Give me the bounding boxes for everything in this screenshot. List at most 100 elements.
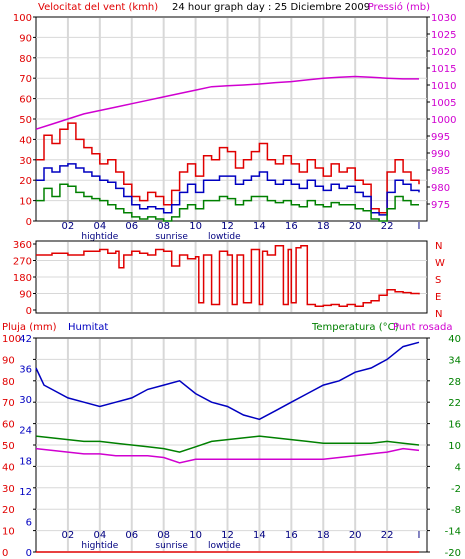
rain-tick-label: 60 bbox=[2, 420, 15, 431]
wind-axis-ticks: 0 10 20 30 40 50 60 70 80 90 100 bbox=[13, 13, 36, 228]
x-tick-label: 22 bbox=[381, 221, 394, 232]
direction-tick-label: 270 bbox=[13, 257, 32, 268]
dewpoint-axis-label: Punt rosada bbox=[393, 322, 452, 333]
compass-label: E bbox=[435, 292, 441, 303]
rain-tick-label: 90 bbox=[2, 355, 15, 366]
x-event-label: lowtide bbox=[208, 232, 241, 242]
humidity-temperature-series bbox=[35, 341, 420, 553]
compass-label: N bbox=[435, 241, 442, 252]
x-tick-label: 10 bbox=[189, 221, 202, 232]
pressure-tick-label: 980 bbox=[431, 183, 450, 194]
direction-tick-label: 90 bbox=[19, 290, 32, 301]
temperature-tick-label: 10 bbox=[448, 441, 461, 452]
wind-tick-label: 50 bbox=[19, 115, 32, 126]
direction-series bbox=[36, 245, 420, 308]
x-tick-label: 08 bbox=[157, 530, 170, 541]
rain-tick-label: 50 bbox=[2, 441, 15, 452]
x-end-mark: I bbox=[418, 221, 421, 232]
compass-label: W bbox=[435, 258, 445, 269]
pressure-tick-label: 1020 bbox=[431, 47, 456, 58]
wind-average-line bbox=[36, 163, 420, 216]
x-event-label: sunrise bbox=[155, 232, 188, 242]
x-tick-label: 16 bbox=[285, 530, 298, 541]
humidity-tick-label: 6 bbox=[26, 517, 32, 528]
temperature-tick-label: 16 bbox=[448, 420, 461, 431]
pressure-tick-label: 995 bbox=[431, 132, 450, 143]
x-tick-label: 16 bbox=[285, 221, 298, 232]
rain-tick-label: 70 bbox=[2, 398, 15, 409]
temperature-axis-label: Temperatura (°C) bbox=[311, 322, 399, 333]
pressure-tick-label: 1030 bbox=[431, 13, 456, 24]
temperature-tick-label: 34 bbox=[448, 355, 461, 366]
x-tick-label: 12 bbox=[221, 221, 234, 232]
temperature-tick-label: 22 bbox=[448, 398, 461, 409]
x-tick-label: 04 bbox=[93, 530, 106, 541]
temperature-tick-label: 4 bbox=[455, 462, 461, 473]
compass-label: S bbox=[435, 275, 441, 286]
wind-tick-label: 70 bbox=[19, 74, 32, 85]
temperature-tick-label: 40 bbox=[448, 334, 461, 345]
x-end-mark: I bbox=[418, 530, 421, 541]
pressure-tick-label: 1015 bbox=[431, 64, 456, 75]
humidity-tick-label: 30 bbox=[19, 395, 32, 406]
rain-tick-label: 10 bbox=[2, 527, 15, 538]
temperature-tick-label: -14 bbox=[445, 527, 461, 538]
x-tick-label: 06 bbox=[125, 221, 138, 232]
pressure-tick-label: 1025 bbox=[431, 30, 456, 41]
wind-tick-label: 90 bbox=[19, 33, 32, 44]
pressure-tick-label: 985 bbox=[431, 166, 450, 177]
pressure-axis-ticks: 975 980 985 990 995 1000 1005 1010 1015 1020 1025 1… bbox=[427, 13, 456, 211]
pressure-tick-label: 975 bbox=[431, 200, 450, 211]
direction-degree-ticks: 0 90 180 270 360 bbox=[13, 240, 36, 317]
x-event-label: lowtide bbox=[208, 541, 241, 551]
x-tick-label: 02 bbox=[62, 221, 75, 232]
wind-tick-label: 80 bbox=[19, 54, 32, 65]
wind-tick-label: 100 bbox=[13, 13, 32, 24]
x-tick-label: 12 bbox=[221, 530, 234, 541]
x-tick-label: 20 bbox=[349, 530, 362, 541]
wind-tick-label: 60 bbox=[19, 95, 32, 106]
temperature-line bbox=[35, 435, 420, 453]
humidity-tick-label: 42 bbox=[19, 334, 32, 345]
wind-tick-label: 0 bbox=[26, 217, 32, 228]
temperature-tick-label: -8 bbox=[451, 505, 461, 516]
wind-gust-line bbox=[36, 122, 420, 214]
rain-tick-label: 100 bbox=[2, 334, 21, 345]
pressure-tick-label: 1010 bbox=[431, 81, 456, 92]
x-tick-label: 18 bbox=[317, 221, 330, 232]
wind-min-line bbox=[36, 183, 419, 222]
rain-tick-label: 40 bbox=[2, 462, 15, 473]
wind-tick-label: 10 bbox=[19, 197, 32, 208]
humidity-tick-label: 36 bbox=[19, 365, 32, 376]
temperature-axis-ticks: -20 -14 -8 -2 4 10 16 22 28 34 40 bbox=[427, 334, 461, 559]
humidity-tick-label: 0 bbox=[26, 548, 32, 559]
pressure-axis-label: Pressió (mb) bbox=[368, 1, 430, 13]
wind-direction-line bbox=[36, 245, 420, 308]
x-tick-label: 06 bbox=[125, 530, 138, 541]
direction-tick-label: 360 bbox=[13, 240, 32, 251]
pressure-tick-label: 990 bbox=[431, 149, 450, 160]
temperature-tick-label: -20 bbox=[445, 548, 461, 559]
x-tick-label: 10 bbox=[189, 530, 202, 541]
rain-tick-label: 20 bbox=[2, 505, 15, 516]
x-tick-label: 08 bbox=[157, 221, 170, 232]
pressure-line bbox=[35, 75, 419, 130]
chart-title: 24 hour graph day : 25 Diciembre 2009 bbox=[172, 2, 370, 13]
rain-axis-label: Pluja (mm) bbox=[2, 322, 57, 333]
x-tick-label: 04 bbox=[93, 221, 106, 232]
pressure-tick-label: 1000 bbox=[431, 115, 456, 126]
dewpoint-line bbox=[35, 447, 420, 464]
x-tick-label: 22 bbox=[381, 530, 394, 541]
x-tick-label: 20 bbox=[349, 221, 362, 232]
humidity-axis-ticks: 0 6 12 18 24 30 36 42 bbox=[19, 334, 32, 559]
wind-tick-label: 40 bbox=[19, 135, 32, 146]
humidity-tick-label: 12 bbox=[19, 487, 32, 498]
